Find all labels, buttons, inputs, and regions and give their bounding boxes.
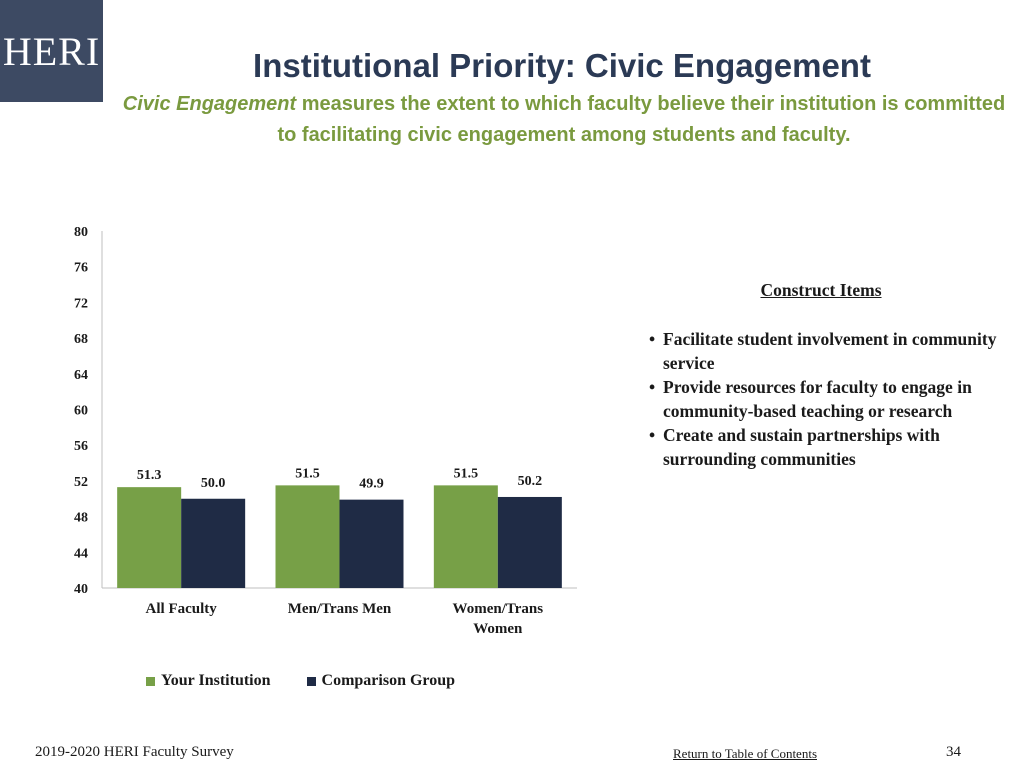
y-tick-label: 48 [74, 511, 88, 526]
data-label: 49.9 [359, 477, 384, 492]
page-number: 34 [946, 744, 961, 760]
construct-items-list: Facilitate student involvement in commun… [646, 327, 1006, 471]
data-label: 50.0 [201, 476, 226, 491]
y-tick-label: 60 [74, 404, 88, 419]
construct-item: Facilitate student involvement in commun… [646, 327, 1006, 375]
construct-item: Create and sustain partnerships with sur… [646, 423, 1006, 471]
footer-survey-name: 2019-2020 HERI Faculty Survey [35, 744, 234, 760]
y-tick-label: 76 [74, 261, 88, 276]
return-to-toc-link[interactable]: Return to Table of Contents [673, 746, 817, 761]
bar-comparison-group [339, 499, 404, 588]
subtitle-text: measures the extent to which faculty bel… [277, 93, 1006, 146]
page-title: Institutional Priority: Civic Engagement [253, 47, 871, 84]
legend-label-series-1: Your Institution [161, 672, 271, 689]
page-subtitle: Civic Engagement measures the extent to … [114, 89, 1014, 151]
y-tick-label: 64 [74, 368, 88, 383]
y-tick-label: 80 [74, 225, 88, 240]
legend-item-series-2: Comparison Group [306, 672, 456, 690]
y-tick-label: 44 [74, 546, 88, 561]
y-tick-label: 52 [74, 475, 88, 490]
bar-your-institution [433, 485, 498, 588]
bar-comparison-group [181, 498, 246, 588]
data-label: 51.3 [137, 468, 162, 483]
bar-comparison-group [497, 496, 562, 588]
construct-items-panel: Construct Items Facilitate student invol… [646, 280, 1006, 471]
construct-items-title: Construct Items [760, 280, 882, 300]
logo-text: HERI [2, 28, 101, 74]
chart-legend: Your Institution Comparison Group [146, 672, 455, 690]
x-tick-label: All Faculty [146, 601, 218, 617]
bar-your-institution [275, 485, 340, 588]
data-label: 50.2 [518, 474, 543, 489]
heri-logo: HERI [0, 0, 103, 102]
y-tick-label: 68 [74, 332, 88, 347]
x-tick-label: Women [473, 621, 523, 637]
legend-label-series-2: Comparison Group [321, 672, 456, 689]
subtitle-emphasis: Civic Engagement [122, 93, 297, 115]
data-label: 51.5 [454, 466, 479, 481]
bar-chart: 40 44 48 52 56 60 64 68 72 76 80 51.3 50.0 All Facult… [74, 225, 577, 637]
construct-item: Provide resources for faculty to engage … [646, 375, 1006, 423]
legend-item-series-1: Your Institution [146, 672, 271, 690]
y-tick-label: 72 [74, 296, 88, 311]
legend-swatch-series-1 [146, 676, 155, 686]
y-tick-label: 56 [74, 439, 88, 454]
x-tick-label: Women/Trans [453, 601, 544, 617]
x-tick-label: Men/Trans Men [288, 601, 392, 617]
legend-swatch-series-2 [306, 676, 316, 686]
y-tick-label: 40 [74, 582, 88, 597]
bar-your-institution [117, 487, 182, 588]
data-label: 51.5 [295, 466, 320, 481]
